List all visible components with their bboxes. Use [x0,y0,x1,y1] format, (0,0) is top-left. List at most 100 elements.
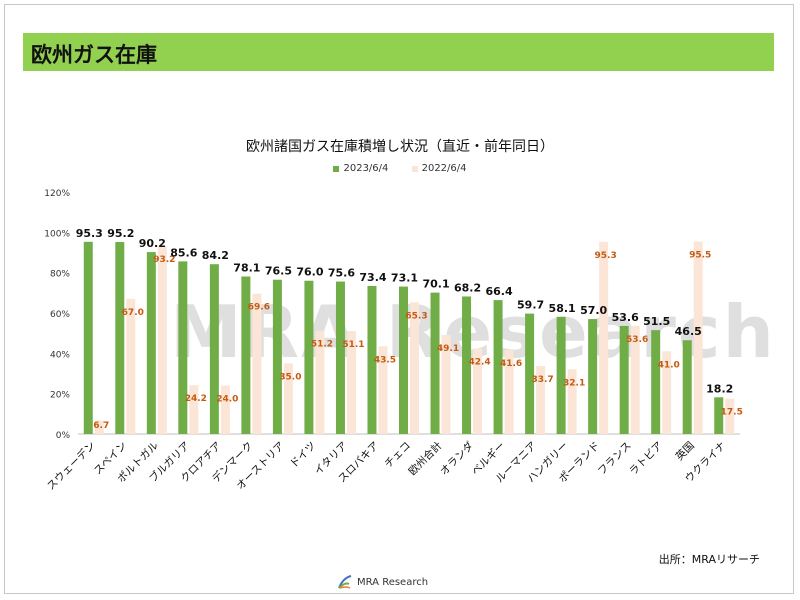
y-tick-label: 80% [50,270,70,280]
legend-swatch-2022 [411,165,418,172]
bar-2022 [220,385,230,434]
data-label-2022: 6.7 [93,421,109,431]
data-label-2022: 51.2 [311,340,333,350]
data-label-2022: 24.0 [216,395,238,405]
data-label-2022: 51.1 [342,340,364,350]
bar-2022 [473,348,483,434]
data-label-2022: 67.0 [122,308,144,318]
slide-frame [4,4,794,594]
data-label-2022: 41.0 [658,360,680,370]
data-label-2023: 70.1 [422,278,449,291]
bar-2022 [725,398,735,434]
x-tick-label: オランダ [437,439,476,478]
bar-2022 [94,420,104,434]
bar-2023 [83,241,93,434]
x-tick-label: ドイツ [288,440,319,471]
bar-2023 [619,325,629,434]
bar-2023 [714,397,724,434]
bar-2022 [567,369,577,434]
data-label-2023: 53.6 [612,311,639,324]
data-label-2022: 95.3 [595,251,617,261]
data-label-2023: 58.1 [549,302,576,315]
bar-2023 [272,279,282,434]
data-label-2022: 33.7 [531,375,553,385]
y-tick-label: 120% [44,189,70,199]
chart-legend: 2023/6/4 2022/6/4 [0,163,800,175]
bar-2022 [504,350,514,434]
data-label-2022: 35.0 [279,372,301,382]
data-label-2022: 24.2 [185,394,207,404]
bar-2022 [378,346,388,434]
bar-2023 [399,286,408,434]
x-tick-label: ラトビア [627,440,665,478]
bar-2022 [157,246,167,434]
bar-2022 [315,330,325,434]
bar-2022 [283,363,293,434]
data-label-2022: 17.5 [721,408,743,418]
data-label-2023: 90.2 [139,237,166,250]
bar-2022 [126,298,136,434]
data-label-2022: 53.6 [626,335,648,345]
data-label-2023: 73.1 [391,272,418,285]
y-tick-label: 60% [50,310,70,320]
bar-2022 [346,330,356,434]
data-label-2023: 18.2 [706,382,733,395]
brand-logo-icon [338,575,352,589]
bar-2023 [304,280,314,434]
footer-logo: MRA Research [337,574,428,590]
bar-2023 [335,281,345,434]
data-label-2023: 76.5 [265,265,292,278]
data-label-2023: 66.4 [486,285,513,298]
bar-2023 [556,316,566,434]
bar-2023 [651,330,661,434]
x-tick-label: 英国 [673,439,697,463]
data-label-2023: 75.6 [328,267,355,280]
x-tick-label: フランス [596,440,634,478]
chart-title: 欧州諸国ガス在庫積増し状況（直近・前年同日） [246,139,554,155]
bar-2022 [189,385,199,434]
page-title: 欧州ガス在庫 [31,43,157,67]
bar-2023 [115,242,125,434]
x-tick-label: スウェーデン [44,439,98,493]
y-tick-label: 40% [50,350,70,360]
data-label-2022: 42.4 [468,357,490,367]
bar-2023 [588,319,598,434]
bar-2022 [536,366,546,434]
legend-swatch-2023 [333,165,340,172]
data-label-2022: 65.3 [405,311,427,321]
data-label-2023: 51.5 [643,315,670,328]
source-note: 出所：MRAリサーチ [658,553,760,566]
data-label-2023: 57.0 [580,304,607,317]
bar-2023 [430,292,440,434]
data-label-2023: 68.2 [454,281,481,294]
legend-label-2022: 2022/6/4 [421,163,467,174]
data-label-2023: 95.3 [76,227,103,240]
watermark: MRA Research [170,290,776,374]
data-label-2022: 69.6 [248,303,270,313]
bar-2022 [662,351,672,434]
data-label-2023: 85.6 [170,246,197,259]
data-label-2023: 95.2 [107,227,134,240]
bar-2022 [599,241,609,434]
legend-item-2022: 2022/6/4 [411,163,467,174]
bar-2022 [441,334,451,434]
data-label-2022: 93.2 [153,255,175,265]
bar-2023 [525,313,535,434]
data-label-2023: 76.0 [296,266,323,279]
bar-2022 [693,241,703,434]
data-label-2022: 41.6 [500,359,522,369]
legend-item-2023: 2023/6/4 [333,163,388,174]
bar-2023 [462,296,472,434]
data-label-2023: 84.2 [202,249,229,262]
bar-2023 [146,252,156,434]
footer-brand-text: MRA Research [357,576,429,588]
data-label-2023: 46.5 [675,325,702,338]
data-label-2023: 78.1 [233,261,260,274]
bar-2023 [493,300,503,434]
bar-2023 [367,285,377,434]
bar-2023 [241,276,251,434]
y-tick-label: 100% [44,229,70,239]
bar-2022 [252,293,262,434]
x-tick-label: チェコ [382,440,413,471]
